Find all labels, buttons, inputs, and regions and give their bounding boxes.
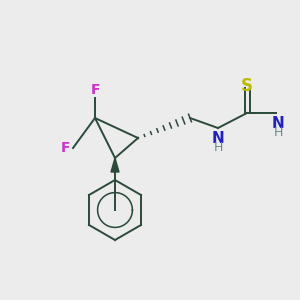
Polygon shape	[111, 158, 119, 172]
Text: H: H	[273, 126, 283, 139]
Text: F: F	[90, 83, 100, 97]
Text: H: H	[213, 141, 223, 154]
Text: S: S	[241, 77, 253, 95]
Text: F: F	[60, 141, 70, 155]
Text: N: N	[272, 116, 284, 131]
Text: N: N	[212, 131, 224, 146]
